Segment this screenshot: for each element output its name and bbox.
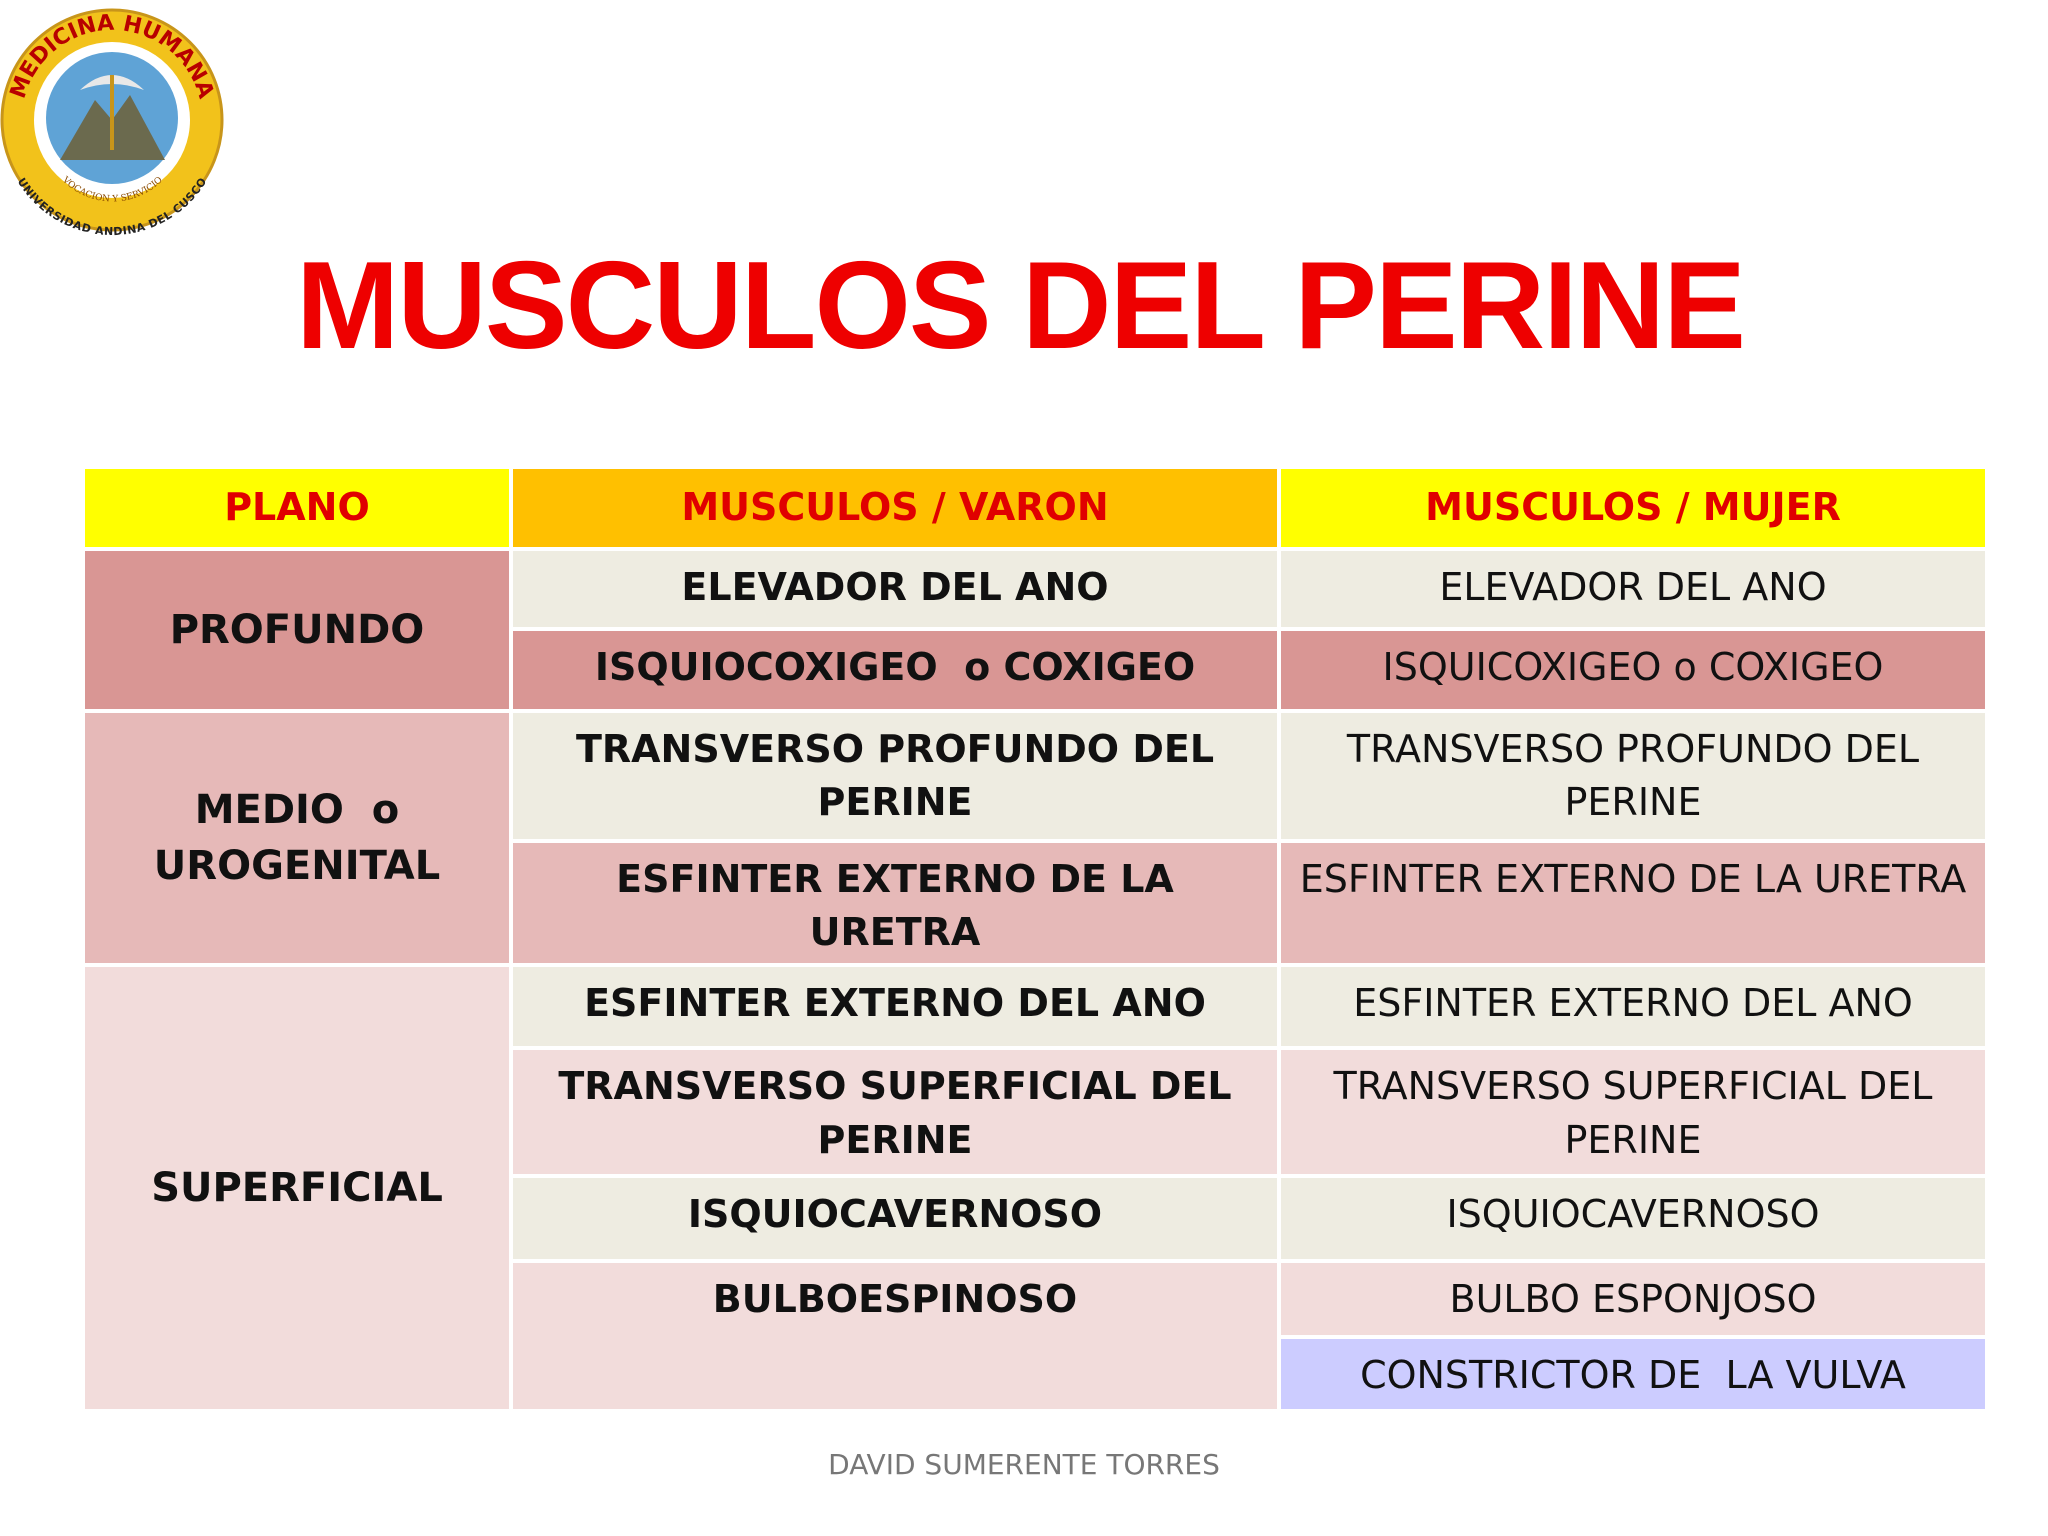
table-row: TRANSVERSO SUPERFICIAL DEL PERINE TRANSVE… — [83, 1046, 1989, 1179]
mujer-cell: CONSTRICTOR DE LA VULVA — [1277, 1335, 1989, 1414]
plano-cell: MEDIO o UROGENITAL — [81, 708, 513, 968]
mujer-cell: ELEVADOR DEL ANO — [1277, 547, 1989, 631]
table-row: ESFINTER EXTERNO DE LA URETRA ESFINTER EX… — [83, 838, 1989, 968]
varon-cell: TRANSVERSO SUPERFICIAL DEL PERINE — [509, 1046, 1281, 1179]
header-row: PLANO MUSCULOS / VARON MUSCULOS / MUJER — [81, 465, 1989, 551]
title: MUSCULOS DEL PERINE — [296, 237, 1746, 375]
mujer-cell: ESFINTER EXTERNO DEL ANO — [1277, 963, 1989, 1051]
varon-cell: ISQUIOCAVERNOSO — [509, 1174, 1281, 1264]
varon-cell: BULBOESPINOSO — [509, 1259, 1281, 1414]
varon-cell: TRANSVERSO PROFUNDO DEL PERINE — [509, 709, 1281, 843]
plano-cell: PROFUNDO — [81, 547, 513, 713]
mujer-cell: TRANSVERSO SUPERFICIAL DEL PERINE — [1277, 1046, 1989, 1179]
varon-cell: ESFINTER EXTERNO DE LA URETRA — [509, 838, 1281, 968]
table-row: ISQUIOCOXIGEO o COXIGEO ISQUICOXIGEO o CO… — [83, 627, 1989, 713]
table-body: PROFUNDO ELEVADOR DEL ANO ELEVADOR DEL ANO… — [81, 547, 1989, 1414]
varon-cell: ESFINTER EXTERNO DEL ANO — [509, 963, 1281, 1051]
mujer-cell: ESFINTER EXTERNO DE LA URETRA — [1277, 838, 1989, 968]
table-row: ISQUIOCAVERNOSO ISQUIOCAVERNOSO — [83, 1174, 1989, 1264]
mujer-cell: BULBO ESPONJOSO — [1277, 1259, 1989, 1340]
muscle-table: PLANO MUSCULOS / VARON MUSCULOS / MUJER … — [81, 465, 1989, 1414]
varon-cell: ELEVADOR DEL ANO — [509, 547, 1281, 631]
header-cell: MUSCULOS / VARON — [509, 465, 1281, 551]
header-cell: PLANO — [81, 465, 513, 551]
mujer-cell: ISQUIOCAVERNOSO — [1277, 1174, 1989, 1264]
header-cell: MUSCULOS / MUJER — [1277, 465, 1989, 551]
table-row: BULBOESPINOSO BULBO ESPONJOSO — [83, 1259, 1989, 1414]
logo: MEDICINA HUMANA UNIVERSIDAD ANDINA DEL C… — [0, 8, 224, 238]
footer: DAVID SUMERENTE TORRES — [828, 1448, 1220, 1481]
mujer-cell: TRANSVERSO PROFUNDO DEL PERINE — [1277, 709, 1989, 843]
table-row: CONSTRICTOR DE LA VULVA — [83, 1335, 1989, 1414]
table-row: SUPERFICIAL ESFINTER EXTERNO DEL ANO ESFIN… — [81, 963, 1989, 1414]
table-row: MEDIO o UROGENITAL TRANSVERSO PROFUNDO DE… — [81, 708, 1989, 968]
mujer-cell: ISQUICOXIGEO o COXIGEO — [1277, 627, 1989, 713]
varon-cell: ISQUIOCOXIGEO o COXIGEO — [509, 627, 1281, 713]
table-row: PROFUNDO ELEVADOR DEL ANO ELEVADOR DEL ANO — [81, 547, 1989, 713]
plano-cell: SUPERFICIAL — [81, 963, 513, 1414]
